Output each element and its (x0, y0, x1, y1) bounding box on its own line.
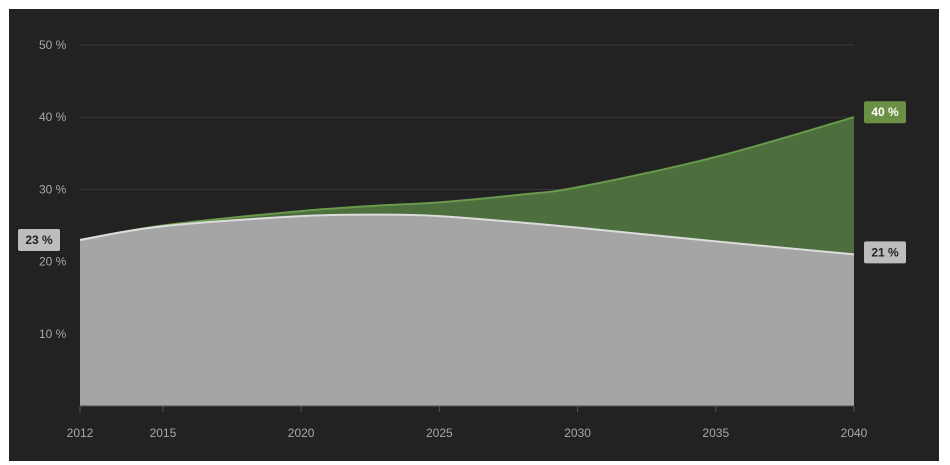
x-tick-label: 2025 (426, 426, 453, 440)
end-label-green-bg (864, 101, 906, 124)
y-tick-label: 20 % (39, 255, 67, 269)
end-label-green-text: 40 % (871, 105, 899, 119)
x-tick-label: 2040 (841, 426, 868, 440)
start-label-grey-text: 23 % (25, 233, 53, 247)
start-label-grey: 23 % (18, 228, 60, 251)
end-label-grey-bg (864, 241, 906, 264)
x-tick-label: 2015 (150, 426, 177, 440)
y-tick-label: 10 % (39, 327, 67, 341)
end-label-grey: 21 % (864, 241, 906, 264)
x-tick-label: 2020 (288, 426, 315, 440)
areas (79, 116, 855, 406)
x-tick-label: 2030 (564, 426, 591, 440)
y-tick-label: 30 % (39, 182, 67, 196)
area-chart: 10 % 20 % 30 % 40 % 50 % 2012 2015 2020 2025 2030… (18, 38, 906, 440)
y-tick-label: 50 % (39, 38, 67, 52)
end-label-grey-text: 21 % (871, 245, 899, 259)
end-label-green: 40 % (864, 101, 906, 124)
series-area-grey (80, 214, 854, 406)
x-tick-label: 2012 (67, 426, 94, 440)
series-line-green (79, 116, 855, 241)
axes: 10 % 20 % 30 % 40 % 50 % 2012 2015 2020 2025 2030… (39, 38, 868, 440)
start-label-grey-bg (18, 228, 60, 251)
chart: 10 % 20 % 30 % 40 % 50 % 2012 2015 2020 2025 2030… (9, 9, 939, 461)
series-line-grey (79, 213, 855, 256)
x-tick-label: 2035 (702, 426, 729, 440)
y-tick-label: 40 % (39, 110, 67, 124)
value-labels: 40 % 21 % 23 % (18, 101, 906, 264)
